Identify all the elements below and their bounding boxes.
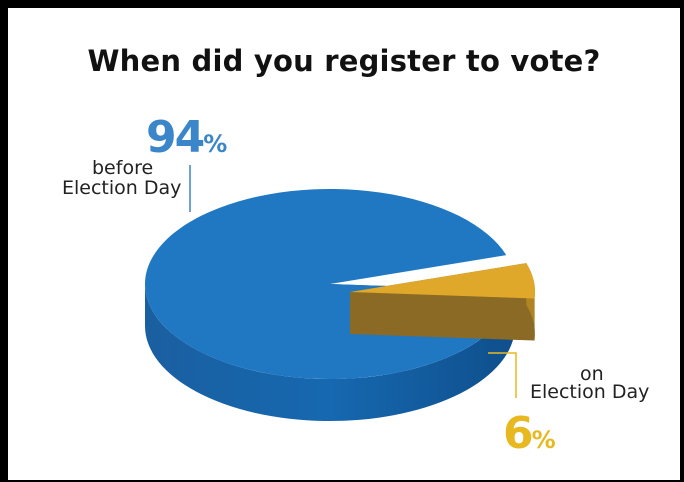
slice-value-on-percent: % (531, 426, 556, 454)
slice-label-on: on (580, 364, 604, 384)
slice-label-before-2: Election Day (62, 178, 202, 198)
pie-group (144, 189, 536, 422)
slice-label-on-line1: on (580, 363, 604, 385)
slice-on-inner-face (350, 292, 535, 341)
slice-label-before-line1: before (92, 157, 154, 179)
slice-label-before: before (92, 158, 192, 178)
slice-value-on-number: 6 (503, 408, 534, 459)
on-leader-line (488, 352, 517, 398)
slice-value-before: 94% (146, 116, 227, 160)
slice-label-on-line2: Election Day (530, 381, 650, 403)
chart-title: When did you register to vote? (87, 44, 601, 78)
slice-on (350, 263, 536, 299)
slice-value-before-number: 94 (146, 112, 205, 163)
slice-value-before-percent: % (203, 130, 228, 158)
slice-label-on-2: Election Day (530, 382, 670, 402)
slice-value-on: 6% (503, 412, 556, 456)
slice-label-before-line2: Election Day (62, 177, 182, 199)
slice-before-side (144, 284, 515, 422)
